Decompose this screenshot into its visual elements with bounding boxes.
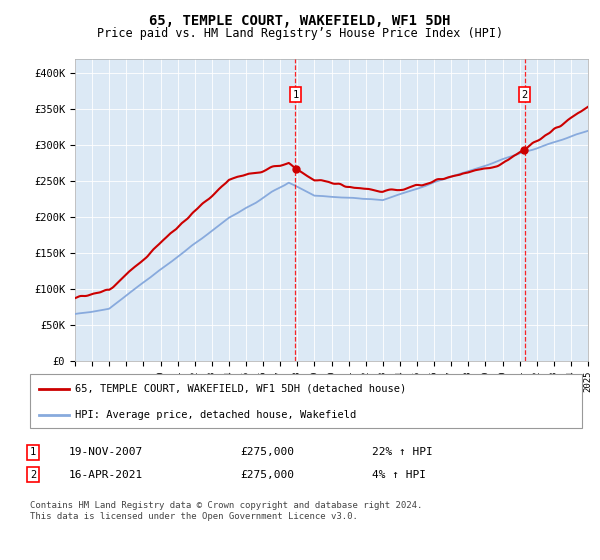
Text: 4% ↑ HPI: 4% ↑ HPI bbox=[372, 470, 426, 480]
Text: 2: 2 bbox=[521, 90, 527, 100]
Text: 1: 1 bbox=[292, 90, 299, 100]
Text: 16-APR-2021: 16-APR-2021 bbox=[69, 470, 143, 480]
Text: Price paid vs. HM Land Registry’s House Price Index (HPI): Price paid vs. HM Land Registry’s House … bbox=[97, 27, 503, 40]
Text: 2: 2 bbox=[30, 470, 36, 480]
Text: 19-NOV-2007: 19-NOV-2007 bbox=[69, 447, 143, 458]
Text: 1: 1 bbox=[30, 447, 36, 458]
Text: £275,000: £275,000 bbox=[240, 447, 294, 458]
Text: £275,000: £275,000 bbox=[240, 470, 294, 480]
Text: 65, TEMPLE COURT, WAKEFIELD, WF1 5DH (detached house): 65, TEMPLE COURT, WAKEFIELD, WF1 5DH (de… bbox=[75, 384, 406, 394]
Text: HPI: Average price, detached house, Wakefield: HPI: Average price, detached house, Wake… bbox=[75, 410, 356, 419]
Text: 65, TEMPLE COURT, WAKEFIELD, WF1 5DH: 65, TEMPLE COURT, WAKEFIELD, WF1 5DH bbox=[149, 14, 451, 28]
Text: Contains HM Land Registry data © Crown copyright and database right 2024.
This d: Contains HM Land Registry data © Crown c… bbox=[30, 501, 422, 521]
Text: 22% ↑ HPI: 22% ↑ HPI bbox=[372, 447, 433, 458]
